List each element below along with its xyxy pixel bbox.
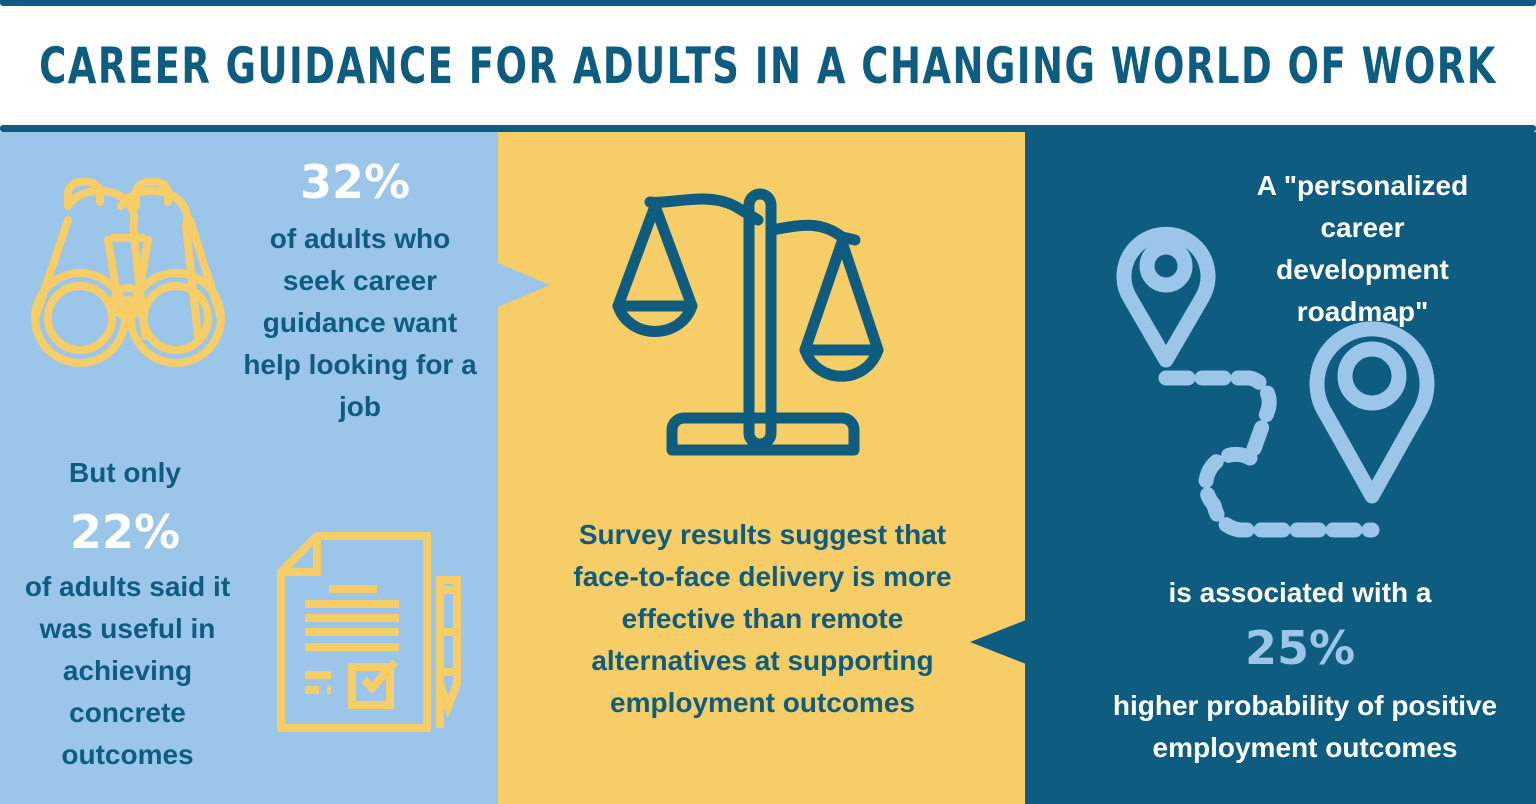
text-line: seek career: [282, 265, 438, 296]
text-line: achieving: [62, 655, 193, 686]
left-panel-pointer: [498, 263, 550, 307]
text-line: employment outcomes: [1152, 732, 1458, 763]
map-route-pins-icon: [1116, 226, 1435, 538]
stat-32-description: of adults who seek career guidance want …: [220, 218, 500, 428]
middle-panel: [498, 132, 1025, 804]
text-line: career: [1320, 212, 1405, 243]
text-line: face-to-face delivery is more: [573, 561, 952, 592]
page-title: Career Guidance for Adults in a Changing…: [39, 37, 1497, 95]
document-checklist-icon: [277, 532, 461, 732]
text-line: roadmap": [1296, 296, 1429, 327]
stat-22-percent: 22%: [69, 505, 181, 559]
text-line: help looking for a: [243, 349, 477, 380]
binoculars-icon: [31, 178, 225, 367]
text-line: concrete: [69, 697, 186, 728]
text-line: effective than remote: [621, 603, 904, 634]
middle-panel-text: Survey results suggest that face-to-face…: [540, 514, 985, 724]
text-line: A "personalized: [1256, 170, 1469, 201]
stat-22-description: of adults said it was useful in achievin…: [0, 566, 255, 776]
top-rule: [0, 0, 1536, 6]
left-panel: [0, 132, 498, 804]
text-line: employment outcomes: [610, 687, 915, 718]
text-line: job: [339, 391, 381, 422]
text-line: guidance want: [262, 307, 458, 338]
text-line: higher probability of positive: [1112, 690, 1498, 721]
stat-22-prefix: But only: [69, 457, 181, 488]
text-line: of adults who: [269, 223, 451, 254]
balance-scale-icon: [612, 188, 884, 456]
text-line: Survey results suggest that: [578, 519, 947, 550]
text-line: was useful in: [39, 613, 216, 644]
roadmap-heading: A "personalized career development roadm…: [1225, 165, 1500, 333]
header: Career Guidance for Adults in a Changing…: [0, 6, 1536, 126]
stat-25-percent: 25%: [1244, 621, 1356, 675]
text-line: outcomes: [61, 739, 194, 770]
stat-32-percent: 32%: [299, 155, 411, 209]
right-panel: [1025, 132, 1536, 804]
roadmap-tail: higher probability of positive employmen…: [1075, 685, 1535, 769]
header-divider: [0, 125, 1536, 132]
text-line: of adults said it: [24, 571, 231, 602]
right-panel-pointer: [970, 620, 1026, 664]
text-line: alternatives at supporting: [591, 645, 934, 676]
text-line: development: [1276, 254, 1449, 285]
roadmap-lead: is associated with a: [1168, 577, 1432, 608]
